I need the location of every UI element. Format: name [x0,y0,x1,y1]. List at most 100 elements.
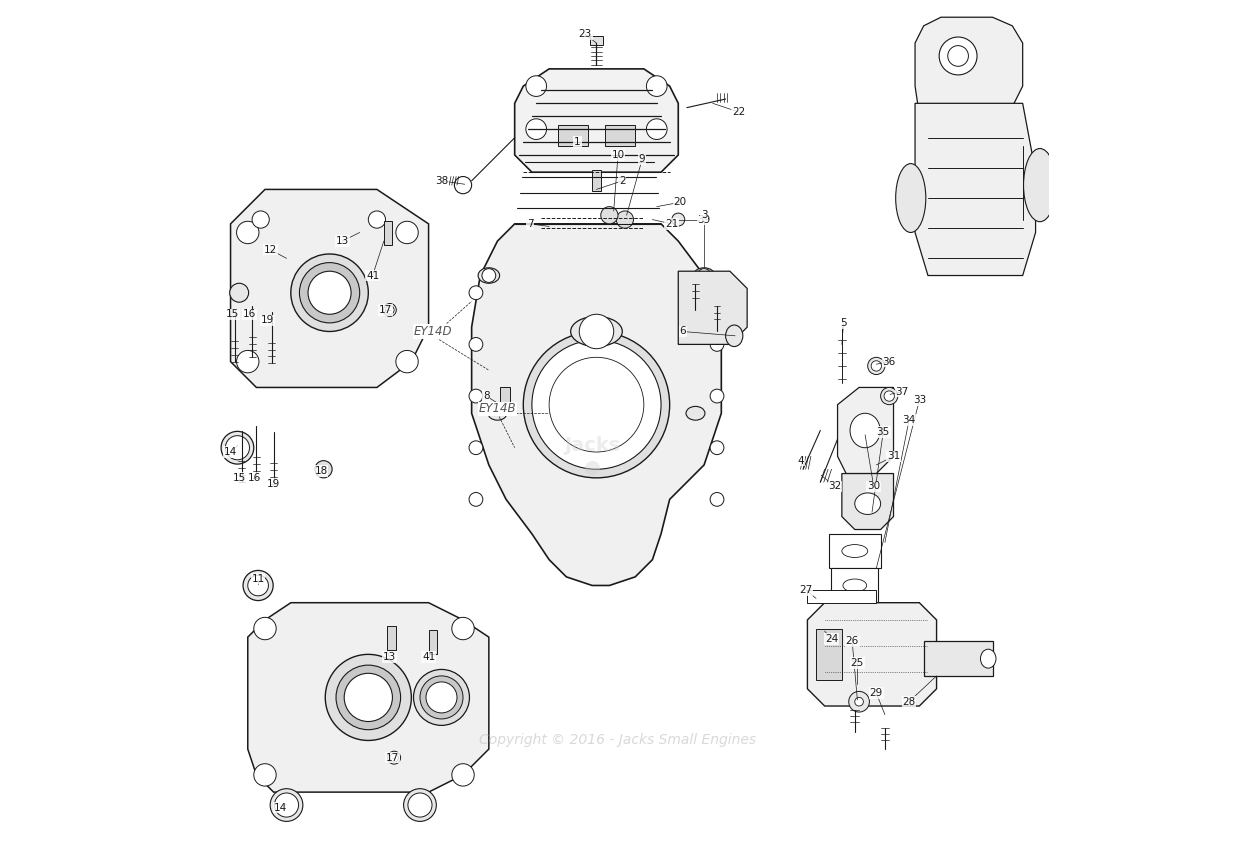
Text: 35: 35 [876,427,890,437]
Text: 36: 36 [883,356,896,367]
Circle shape [236,350,260,373]
Text: 8: 8 [483,391,489,401]
Text: 2: 2 [619,176,625,186]
Circle shape [396,221,418,244]
Text: 5: 5 [840,318,847,328]
Circle shape [711,389,724,403]
Ellipse shape [843,579,866,592]
Text: 3: 3 [701,210,707,220]
Bar [592,170,601,191]
Text: 4: 4 [797,455,803,466]
Text: 14: 14 [274,802,287,813]
Text: 22: 22 [732,107,745,117]
Circle shape [252,211,269,228]
Text: 24: 24 [824,634,838,644]
Circle shape [711,338,724,351]
Text: 30: 30 [868,481,880,492]
Text: 9: 9 [639,154,645,164]
Text: EY14D: EY14D [414,325,452,338]
Ellipse shape [488,406,507,420]
Circle shape [247,575,268,596]
Circle shape [697,269,711,282]
Bar [829,534,880,568]
Ellipse shape [388,751,400,765]
Ellipse shape [980,649,996,668]
Circle shape [315,461,332,478]
Circle shape [549,357,644,452]
Circle shape [344,673,392,722]
Bar [816,629,842,680]
Circle shape [646,76,667,96]
Text: 14: 14 [224,447,237,457]
Text: 26: 26 [845,636,859,647]
Text: 13: 13 [336,236,349,246]
Bar [557,125,588,146]
Bar [387,626,396,650]
Circle shape [452,764,475,786]
Bar [384,221,392,245]
Bar [606,125,635,146]
Ellipse shape [726,325,743,346]
Circle shape [711,492,724,506]
Text: 19: 19 [261,315,274,325]
Polygon shape [915,17,1022,112]
Ellipse shape [850,413,880,448]
Circle shape [525,119,546,139]
Bar [831,568,879,603]
Bar [807,590,876,603]
Ellipse shape [404,789,436,821]
Text: 38: 38 [435,176,449,186]
Circle shape [525,76,546,96]
Polygon shape [838,387,894,474]
Ellipse shape [336,665,400,730]
Ellipse shape [221,431,253,464]
Circle shape [368,211,386,228]
Circle shape [871,361,881,371]
Text: 41: 41 [366,270,379,281]
Circle shape [523,331,670,478]
Ellipse shape [271,789,303,821]
Circle shape [580,314,614,349]
Bar [923,641,993,676]
Ellipse shape [478,268,499,283]
Text: Jacks
●: Jacks ● [564,436,620,477]
Text: 39: 39 [697,214,711,225]
Text: 19: 19 [267,479,281,489]
Circle shape [948,46,969,66]
Text: 16: 16 [242,309,256,319]
Ellipse shape [880,387,897,405]
Circle shape [426,682,457,713]
Bar [833,594,876,629]
Text: 29: 29 [870,688,883,698]
Text: 15: 15 [226,309,239,319]
Text: 18: 18 [314,466,328,476]
Text: 41: 41 [421,652,435,662]
Circle shape [225,436,250,460]
Text: 10: 10 [612,150,624,160]
Circle shape [617,211,634,228]
Circle shape [468,389,483,403]
Circle shape [531,340,661,469]
Polygon shape [679,271,747,344]
Text: EY14B: EY14B [478,402,517,416]
Polygon shape [472,224,722,585]
Ellipse shape [383,304,397,317]
Polygon shape [247,603,489,792]
Text: 12: 12 [263,245,277,255]
Text: 31: 31 [887,451,900,461]
Circle shape [468,441,483,455]
Text: 25: 25 [850,658,864,668]
Ellipse shape [414,670,470,725]
Ellipse shape [855,492,880,514]
Ellipse shape [686,406,705,420]
Polygon shape [842,474,894,530]
Ellipse shape [571,317,622,346]
Polygon shape [915,103,1036,276]
Ellipse shape [243,571,273,601]
Ellipse shape [672,213,685,226]
Text: 15: 15 [232,473,246,483]
Bar [591,36,602,45]
Text: 23: 23 [578,29,592,40]
Ellipse shape [896,164,926,232]
Circle shape [308,271,351,314]
